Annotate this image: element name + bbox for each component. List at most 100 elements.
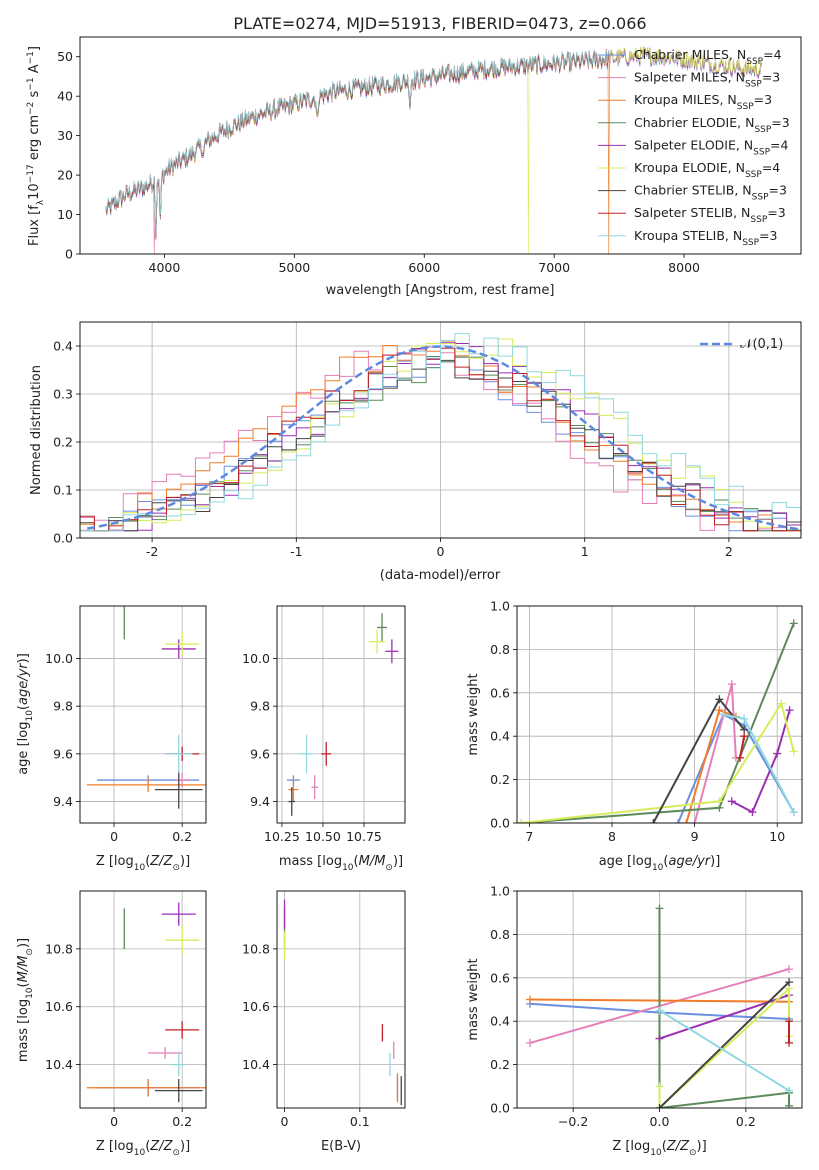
mass-weight-marker — [649, 819, 658, 823]
x-tick-label: 10.75 — [346, 829, 382, 844]
y-axis-label: Normed distribution — [29, 365, 44, 495]
y-tick-label: 0.8 — [490, 642, 510, 657]
mass-weight-marker — [690, 819, 699, 823]
y-tick-label: 9.6 — [250, 746, 270, 761]
y-axis-label: mass weight — [466, 673, 481, 755]
x-tick-label: 2 — [725, 544, 733, 559]
axes-frame — [276, 605, 406, 824]
mass-weight-marker — [727, 680, 736, 689]
axes-frame — [79, 890, 207, 1109]
y-tick-label: 10.6 — [242, 999, 270, 1014]
mass-weight-marker — [785, 1038, 794, 1047]
y-tick-label: 9.6 — [53, 746, 73, 761]
legend-label: Chabrier ELODIE, NSSP=3 — [634, 115, 790, 135]
legend-label: Salpeter STELIB, NSSP=3 — [634, 205, 786, 225]
y-tick-label: 20 — [57, 168, 73, 183]
x-tick-label: 0.2 — [736, 1114, 756, 1129]
axes-frame — [79, 605, 207, 824]
histogram-kroupa_stelib — [80, 333, 801, 532]
axes-frame — [79, 36, 802, 255]
axes-age_vs_Z: 0 0.2 9.4 9.6 9.8 10.0 Z [log10(Z/Z⊙)] age [log… — [16, 605, 207, 873]
mass-weight-marker — [748, 808, 757, 817]
y-tick-label: 50 — [57, 49, 73, 64]
plot-area-massweight_vs_age — [517, 619, 798, 823]
mass-weight-marker — [715, 695, 724, 704]
x-tick-label: 0 — [110, 1114, 118, 1129]
spectrum-line-kroupa_stelib — [105, 49, 610, 236]
y-tick-label: 10 — [57, 207, 73, 222]
x-tick-label: 6000 — [408, 260, 440, 275]
y-tick-label: 0.2 — [53, 435, 73, 450]
x-tick-label: 10.25 — [264, 829, 300, 844]
plot-area-age_vs_Z — [86, 606, 206, 809]
y-tick-label: 0.4 — [490, 1014, 510, 1029]
legend-label: Chabrier MILES, NSSP=4 — [634, 47, 782, 67]
x-tick-label: 10.50 — [305, 829, 341, 844]
mass-weight-marker — [777, 699, 786, 708]
x-tick-label: -2 — [146, 544, 158, 559]
mass-weight-line-kroupa_stelib — [658, 1009, 790, 1092]
x-tick-label: 9 — [691, 829, 699, 844]
spectrum-line-chabrier_stelib — [105, 50, 610, 238]
legend-label: Kroupa MILES, NSSP=3 — [634, 92, 772, 112]
mass-weight-marker — [785, 978, 794, 987]
mass-weight-marker — [727, 797, 736, 806]
y-tick-label: 0.6 — [490, 685, 510, 700]
legend-label: Chabrier STELIB, NSSP=3 — [634, 183, 787, 203]
mass-weight-marker — [715, 797, 724, 806]
y-tick-label: 9.8 — [53, 699, 73, 714]
axes-mass_vs_Z: 0 0.2 10.4 10.6 10.8 Z [log10(Z/Z⊙)] mass [log… — [16, 890, 207, 1158]
axes-mass_vs_ebv: 0 0.1 10.4 10.6 10.8 E(B-V) — [242, 890, 406, 1154]
mass-weight-line-salpeter_stelib — [739, 736, 746, 759]
y-tick-label: 0.4 — [490, 729, 510, 744]
mass-weight-marker — [674, 819, 683, 823]
y-tick-label: 10.4 — [242, 1057, 270, 1072]
y-axis-label: mass weight — [466, 958, 481, 1040]
y-tick-label: 10.8 — [45, 941, 73, 956]
legend-label: Kroupa STELIB, NSSP=3 — [634, 228, 778, 248]
y-tick-label: 0.6 — [490, 970, 510, 985]
y-tick-label: 10.8 — [242, 941, 270, 956]
y-tick-label: 0.3 — [53, 387, 73, 402]
x-axis-label: (data-model)/error — [380, 568, 501, 583]
x-tick-label: 7000 — [538, 260, 570, 275]
mass-weight-marker — [719, 710, 728, 719]
plot-area-spectrum — [105, 46, 762, 254]
legend-label: Salpeter ELODIE, NSSP=4 — [634, 137, 789, 157]
x-tick-label: 1 — [581, 544, 589, 559]
x-tick-label: 0 — [437, 544, 445, 559]
y-tick-label: 0.2 — [490, 1057, 510, 1072]
mass-weight-marker — [785, 1101, 794, 1108]
mass-weight-line-chabrier_stelib — [658, 981, 790, 1108]
figure-title: PLATE=0274, MJD=51913, FIBERID=0473, z=0… — [233, 14, 646, 33]
x-tick-label: 0 — [281, 1114, 289, 1129]
plot-area-mass_vs_Z — [86, 902, 206, 1103]
mass-weight-line-chabrier_elodie — [521, 623, 795, 823]
y-axis-label: Flux [fλ10−17 erg cm−2 s−1 A−1] — [26, 46, 46, 246]
x-tick-label: 7 — [525, 829, 533, 844]
x-tick-label: 0.1 — [350, 1114, 370, 1129]
spectrum-line-salpeter_stelib — [105, 49, 610, 236]
axes-frame — [79, 321, 802, 539]
plot-area-residuals — [80, 333, 801, 532]
mass-weight-marker — [655, 1034, 664, 1043]
y-tick-label: 1.0 — [490, 884, 510, 899]
y-tick-label: 10.4 — [45, 1057, 73, 1072]
y-tick-label: 40 — [57, 89, 73, 104]
mass-weight-marker — [736, 753, 745, 762]
mass-weight-marker — [785, 1017, 794, 1026]
x-tick-label: 5000 — [278, 260, 310, 275]
x-axis-label: age [log10(age/yr)] — [599, 854, 721, 873]
mass-weight-marker — [789, 808, 798, 817]
axes-massweight_vs_Z: −0.2 0.0 0.2 0.0 0.2 0.4 0.6 0.8 1.0 Z [log10(Z/Z… — [466, 884, 803, 1158]
x-tick-label: 0 — [110, 829, 118, 844]
x-axis-label: Z [log10(Z/Z⊙)] — [96, 1139, 190, 1158]
mass-weight-marker — [785, 965, 794, 974]
y-tick-label: 0.8 — [490, 927, 510, 942]
mass-weight-marker — [789, 747, 798, 756]
x-axis-label: Z [log10(Z/Z⊙)] — [96, 854, 190, 873]
plot-area-massweight_vs_Z — [525, 904, 794, 1108]
y-tick-label: 0.1 — [53, 483, 73, 498]
legend-label: Kroupa ELODIE, NSSP=4 — [634, 160, 780, 180]
